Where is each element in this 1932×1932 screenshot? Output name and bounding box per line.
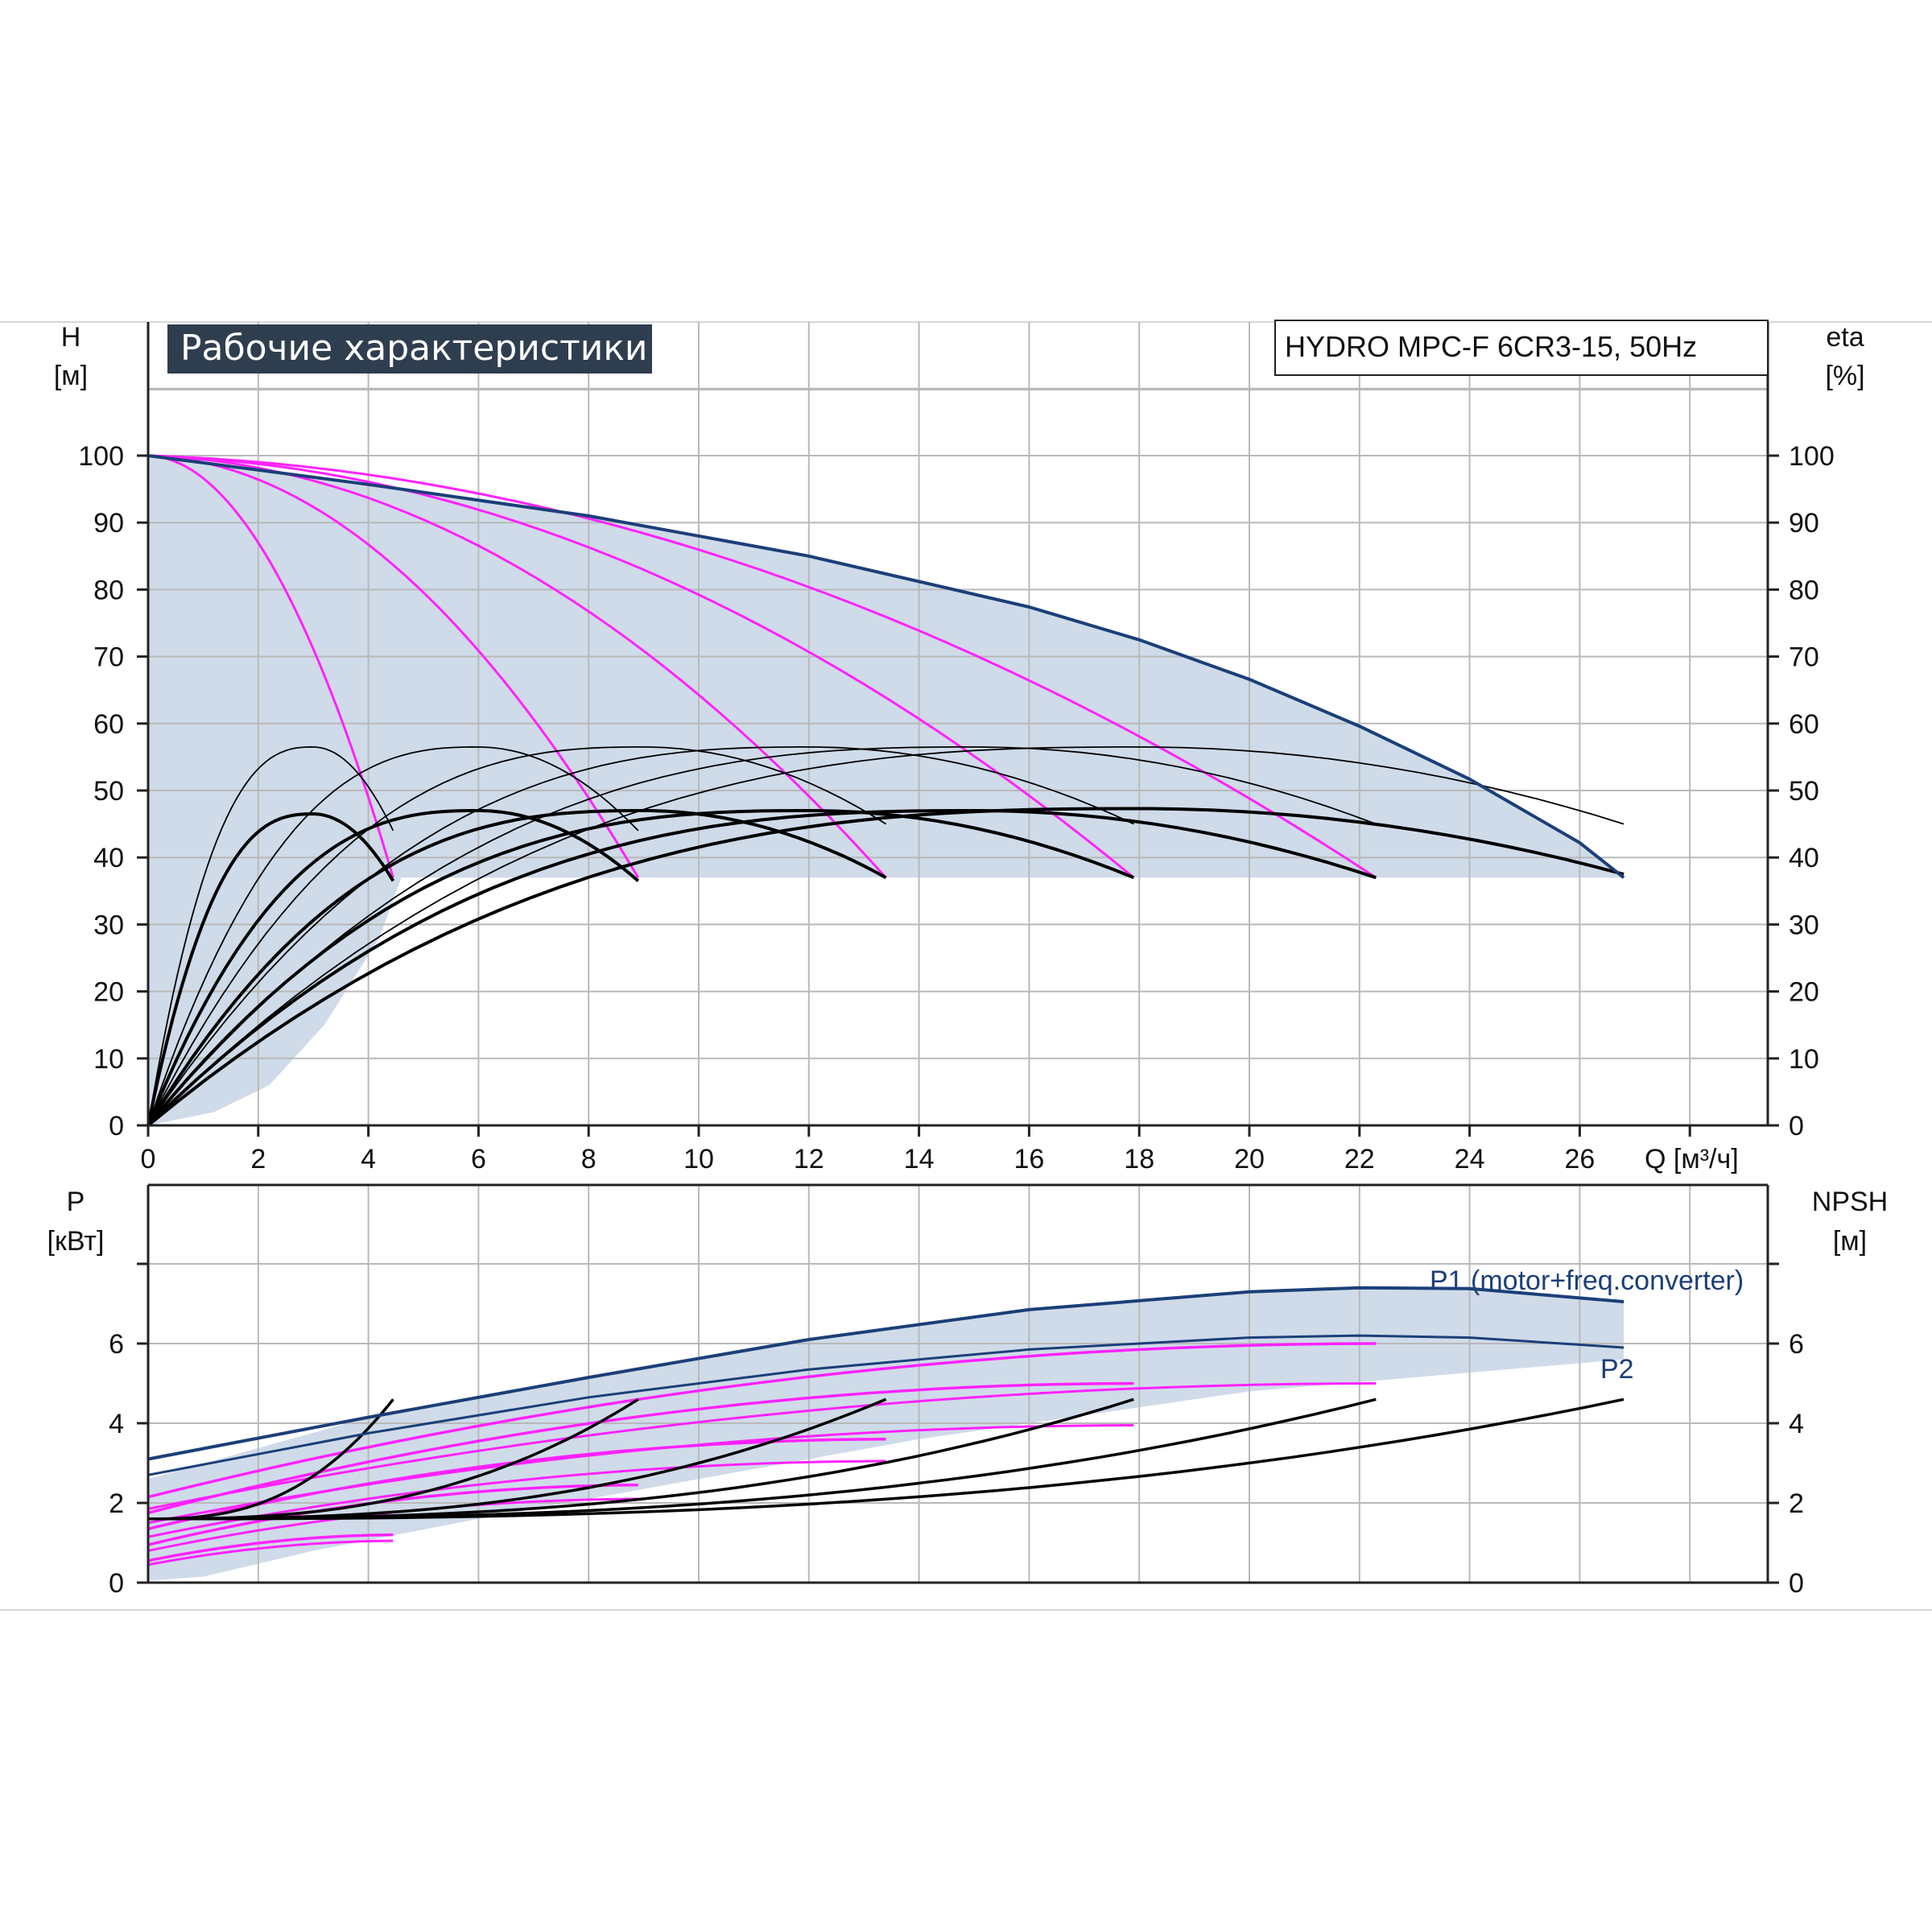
head-curves	[147, 454, 1625, 1127]
flow-x-tick-label: 10	[683, 1144, 714, 1174]
head-y-tick-label: 60	[93, 709, 124, 740]
max-speed-curve	[147, 454, 1625, 879]
eta-y-tick-label: 0	[1789, 1111, 1804, 1141]
flow-x-tick-label: 26	[1564, 1144, 1595, 1174]
speed-p1-curve	[147, 1381, 1134, 1515]
efficiency-curve-thin	[147, 745, 1377, 1126]
head-y-tick-label: 10	[93, 1044, 124, 1075]
eta-y-tick-label: 40	[1789, 843, 1819, 873]
flow-x-tick-label: 14	[904, 1144, 935, 1174]
flow-x-tick-label: 0	[141, 1144, 156, 1174]
p1-series-label: P1 (motor+freq.converter)	[1430, 1265, 1744, 1296]
speed-p2-curve	[147, 1459, 886, 1538]
power-y-tick-label: 6	[109, 1329, 124, 1360]
model-label: HYDRO MPC-F 6CR3-15, 50Hz	[1285, 330, 1697, 363]
flow-x-tick-label: 24	[1455, 1144, 1485, 1174]
speed-curve	[147, 454, 1135, 879]
efficiency-curve-thin	[147, 745, 394, 1126]
npsh-y-tick-label: 0	[1789, 1568, 1804, 1599]
npsh-y-tick-label: 6	[1789, 1329, 1804, 1360]
speed-p2-curve	[147, 1539, 394, 1567]
speed-p2-curve	[147, 1382, 1377, 1510]
head-y-tick-label: 90	[93, 508, 124, 539]
power-y-tick-label: 2	[109, 1488, 124, 1519]
power-y-tick-label: 4	[109, 1409, 124, 1439]
efficiency-curve-bold	[147, 812, 395, 1126]
flow-x-tick-label: 2	[250, 1144, 266, 1174]
head-axis-label: H	[61, 322, 81, 353]
efficiency-curve-thin	[147, 745, 639, 1126]
speed-p1-curve	[147, 1533, 394, 1563]
p2-series-label: P2	[1600, 1354, 1634, 1385]
eta-y-tick-label: 10	[1789, 1044, 1819, 1075]
flow-x-tick-label: 16	[1013, 1144, 1044, 1174]
power-axis-label: P	[67, 1187, 85, 1217]
power-range-area	[148, 1287, 1624, 1581]
npsh-curve	[148, 1397, 1624, 1521]
head-y-tick-label: 0	[109, 1111, 124, 1141]
speed-curve	[147, 454, 394, 878]
power-axis-unit: [кВт]	[47, 1226, 105, 1257]
eta-y-tick-label: 90	[1789, 508, 1819, 539]
head-y-tick-label: 80	[93, 575, 124, 605]
head-y-tick-label: 40	[93, 843, 124, 873]
power-curves	[147, 1286, 1624, 1567]
power-axes: 0 0 2 2 4 4 6 6	[109, 1185, 1804, 1599]
npsh-y-tick-label: 4	[1789, 1409, 1804, 1439]
npsh-axis-label: NPSH	[1812, 1187, 1888, 1217]
eta-y-tick-label: 20	[1789, 977, 1819, 1008]
flow-x-tick-label: 18	[1124, 1144, 1154, 1174]
eta-axis-label: eta	[1826, 322, 1864, 353]
eta-y-tick-label: 60	[1789, 709, 1819, 740]
eta-y-tick-label: 80	[1789, 575, 1819, 605]
efficiency-curve-bold	[147, 809, 1377, 1127]
p1-max-curve	[147, 1286, 1624, 1461]
flow-axis-label: Q [м³/ч]	[1645, 1144, 1739, 1174]
head-grid	[147, 322, 1768, 1126]
npsh-axis-unit: [м]	[1833, 1226, 1867, 1257]
efficiency-curve-thin	[147, 745, 1134, 1126]
title-box	[167, 324, 652, 374]
efficiency-curve-bold	[147, 809, 887, 1127]
head-y-tick-label: 100	[78, 441, 124, 472]
head-y-tick-label: 30	[93, 910, 124, 940]
efficiency-curve-thin	[147, 745, 1624, 1126]
efficiency-curve-bold	[147, 809, 1135, 1127]
head-axis-unit: [м]	[54, 361, 88, 391]
speed-curve	[147, 454, 1377, 879]
flow-x-tick-label: 4	[361, 1144, 376, 1174]
head-y-tick-label: 70	[93, 642, 124, 673]
p2-max-curve	[147, 1334, 1624, 1476]
eta-y-tick-label: 50	[1789, 776, 1819, 807]
npsh-y-tick-label: 2	[1789, 1488, 1804, 1519]
flow-x-tick-label: 12	[794, 1144, 824, 1174]
head-y-tick-label: 20	[93, 977, 124, 1008]
flow-x-tick-label: 22	[1344, 1144, 1375, 1174]
head-y-tick-label: 50	[93, 776, 124, 807]
flow-x-tick-label: 6	[471, 1144, 486, 1174]
efficiency-curve-bold	[147, 807, 1624, 1127]
efficiency-curve-thin	[147, 745, 887, 1126]
efficiency-curve-bold	[147, 809, 640, 1126]
chart-title: Рабочие характеристики	[180, 328, 648, 369]
speed-p1-curve	[147, 1342, 1377, 1499]
eta-y-tick-label: 30	[1789, 910, 1819, 940]
flow-x-tick-label: 20	[1234, 1144, 1265, 1174]
eta-y-tick-label: 100	[1789, 441, 1835, 472]
power-chart: 0 0 2 2 4 4 6 6	[109, 1183, 1804, 1599]
power-y-tick-label: 0	[109, 1568, 124, 1599]
power-range-fill	[148, 1287, 1624, 1581]
eta-y-tick-label: 70	[1789, 642, 1819, 673]
flow-x-tick-label: 8	[581, 1144, 597, 1174]
eta-axis-unit: [%]	[1825, 361, 1864, 391]
model-box	[1274, 320, 1769, 376]
